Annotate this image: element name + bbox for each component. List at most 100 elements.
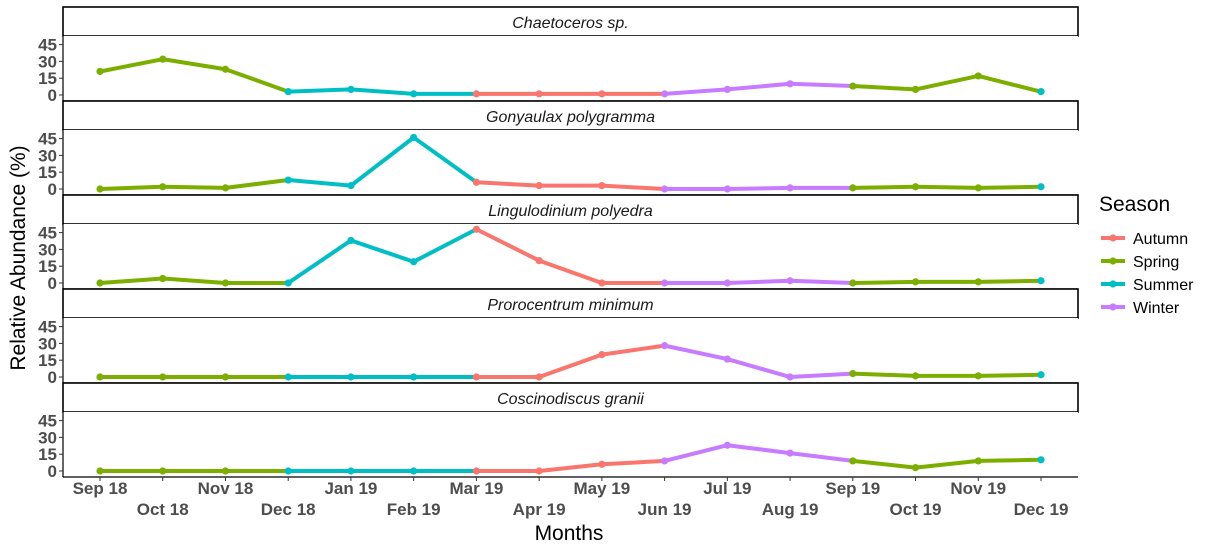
- data-point: [221, 279, 230, 287]
- y-tick-label: 15: [38, 257, 57, 276]
- data-point: [1037, 277, 1045, 285]
- series-line-segment: [725, 357, 793, 379]
- data-point: [598, 90, 606, 98]
- data-point: [661, 342, 669, 350]
- series-line-segment: [850, 279, 918, 285]
- series-line-segment: [913, 184, 981, 190]
- facet-title: Coscinodiscus granii: [497, 391, 644, 408]
- x-tick-label: Apr 19: [513, 500, 566, 519]
- data-point: [1037, 371, 1045, 379]
- y-tick-label: 30: [38, 146, 57, 165]
- y-tick-label: 30: [38, 428, 57, 447]
- data-point: [911, 278, 920, 286]
- series-line-segment: [411, 227, 479, 264]
- data-point: [911, 85, 920, 93]
- series-line-segment: [474, 180, 542, 188]
- x-tick-label: Feb 19: [387, 500, 441, 519]
- x-tick-label: May 19: [574, 479, 631, 498]
- x-tick-label: Oct 18: [137, 500, 189, 519]
- data-point: [849, 457, 857, 465]
- legend-point: [1109, 280, 1117, 288]
- legend-label: Autumn: [1133, 231, 1188, 248]
- data-point: [598, 279, 606, 287]
- series-line-segment: [286, 87, 353, 94]
- data-point: [159, 183, 167, 191]
- data-point: [96, 279, 104, 287]
- legend-label: Summer: [1133, 277, 1194, 294]
- data-point: [535, 90, 543, 98]
- legend-point: [1109, 234, 1117, 242]
- series-line-segment: [788, 278, 855, 285]
- x-axis-title: Months: [535, 522, 604, 545]
- x-tick-label: Oct 19: [890, 500, 942, 519]
- data-point: [723, 185, 731, 193]
- y-tick-label: 15: [38, 163, 57, 182]
- y-tick-label: 30: [38, 52, 57, 71]
- data-point: [974, 278, 982, 286]
- x-tick-label: Sep 19: [825, 479, 880, 498]
- facet-title: Prorocentrum minimum: [487, 297, 653, 314]
- series-line-segment: [850, 458, 918, 470]
- data-point: [410, 90, 418, 98]
- series-line-segment: [286, 178, 353, 188]
- data-point: [1037, 88, 1045, 96]
- series-line-segment: [725, 443, 793, 456]
- y-tick-label: 45: [38, 224, 57, 243]
- data-point: [1037, 183, 1045, 191]
- y-tick-label: 0: [48, 274, 57, 293]
- y-tick-label: 45: [38, 36, 57, 55]
- y-axis-title: Relative Abundance (%): [7, 145, 30, 370]
- series-line-segment: [850, 371, 918, 378]
- y-tick-label: 45: [38, 130, 57, 149]
- data-point: [221, 373, 230, 381]
- series-line-segment: [725, 278, 793, 285]
- data-point: [598, 351, 606, 359]
- facet-title: Chaetoceros sp.: [512, 15, 629, 32]
- series-line-segment: [788, 371, 855, 379]
- series-line-segment: [725, 81, 793, 92]
- x-tick-label: Nov 19: [950, 479, 1006, 498]
- data-point: [661, 90, 669, 98]
- series-line-segment: [474, 227, 542, 263]
- data-point: [410, 467, 418, 475]
- data-point: [284, 279, 292, 287]
- series-line-segment: [160, 57, 228, 72]
- data-point: [786, 80, 794, 88]
- x-tick-label: Aug 19: [762, 500, 819, 519]
- data-point: [849, 279, 857, 287]
- data-point: [598, 182, 606, 190]
- series-line-segment: [223, 67, 291, 94]
- data-point: [786, 184, 794, 192]
- data-point: [347, 182, 355, 190]
- legend-item: Winter: [1101, 300, 1180, 317]
- series-line-segment: [725, 185, 793, 191]
- series-line-segment: [788, 451, 855, 463]
- y-tick-label: 0: [48, 368, 57, 387]
- data-point: [284, 176, 292, 184]
- data-point: [598, 460, 606, 468]
- facet-title: Lingulodinium polyedra: [488, 203, 653, 220]
- facet-strip: [62, 194, 1079, 225]
- series-line-segment: [160, 184, 228, 190]
- data-point: [472, 178, 480, 186]
- x-tick-label: Dec 19: [1014, 500, 1069, 519]
- data-point: [96, 67, 104, 76]
- data-point: [723, 279, 731, 287]
- data-point: [472, 373, 480, 381]
- series-line-segment: [662, 443, 730, 463]
- data-point: [221, 467, 230, 475]
- x-axis: Sep 18 Nov 18 Jan 19 Mar 19 May 19 Jul 19 Sep …: [73, 477, 1069, 519]
- panel-background: [63, 318, 1078, 383]
- y-tick-label: 45: [38, 318, 57, 337]
- series-line-segment: [348, 135, 416, 188]
- data-point: [661, 185, 669, 193]
- series-line-segment: [599, 458, 667, 467]
- y-tick-label: 0: [48, 180, 57, 199]
- data-point: [1037, 456, 1045, 464]
- series-line-segment: [348, 87, 416, 96]
